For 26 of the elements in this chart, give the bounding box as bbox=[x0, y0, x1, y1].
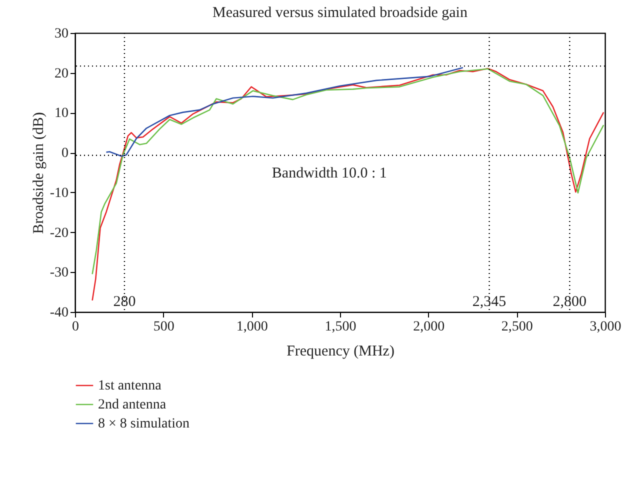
y-tick-label: 20 bbox=[54, 66, 68, 82]
legend-label: 2nd antenna bbox=[98, 398, 167, 412]
x-tick-label: 0 bbox=[72, 320, 79, 334]
x-tick-label: 1,000 bbox=[236, 320, 268, 334]
y-tick-label: -20 bbox=[50, 226, 68, 241]
y-tick-label: 30 bbox=[54, 26, 68, 42]
chart-title: Measured versus simulated broadside gain bbox=[212, 5, 468, 21]
y-tick-label: 0 bbox=[62, 146, 68, 162]
x-tick-label: 2,500 bbox=[501, 320, 533, 334]
annotation: Bandwidth 10.0 : 1 bbox=[272, 166, 387, 182]
y-tick-label: 10 bbox=[54, 106, 68, 122]
x-axis-title: Frequency (MHz) bbox=[286, 344, 394, 360]
y-tick-label: -30 bbox=[50, 266, 68, 281]
x-tick-label: 1,500 bbox=[324, 320, 356, 334]
x-tick-label: 3,000 bbox=[590, 320, 622, 334]
y-tick-label: -40 bbox=[50, 306, 68, 320]
legend-label: 8 × 8 simulation bbox=[98, 416, 190, 432]
y-axis-title: Broadside gain (dB) bbox=[30, 112, 47, 234]
ref-line-label: 280 bbox=[113, 294, 136, 310]
line-series bbox=[106, 67, 464, 157]
x-tick-label: 500 bbox=[153, 320, 174, 334]
ref-line-label: 2,345 bbox=[472, 294, 506, 310]
ref-line-label: 2,800 bbox=[552, 294, 587, 310]
x-tick-label: 2,000 bbox=[413, 320, 445, 334]
legend-label: 1st antenna bbox=[98, 378, 162, 394]
y-tick-label: -10 bbox=[50, 186, 68, 201]
